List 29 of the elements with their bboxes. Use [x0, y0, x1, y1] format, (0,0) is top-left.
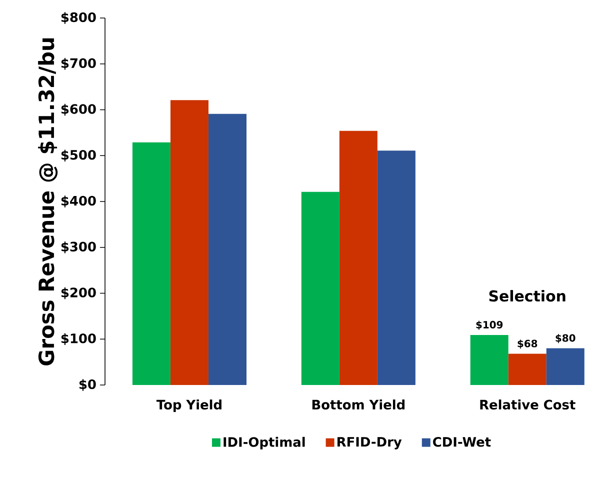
x-tick-label: Relative Cost [480, 400, 576, 410]
y-tick-label: $400 [61, 196, 96, 208]
x-tick-label: Bottom Yield [312, 400, 405, 410]
y-tick-label: $600 [61, 104, 96, 116]
y-tick-label: $200 [61, 287, 96, 300]
y-tick-label: $500 [61, 150, 96, 162]
legend-label: RFID-Dry [337, 437, 402, 450]
data-label: $109 [476, 320, 503, 330]
legend-label: IDI-Optimal [224, 436, 305, 450]
x-tick-label: Top Yield [156, 400, 222, 412]
data-label: $68 [518, 340, 538, 349]
bar [170, 100, 208, 385]
y-tick-label: $800 [61, 12, 96, 24]
annotation: Selection [489, 290, 566, 302]
bar [377, 150, 416, 385]
y-tick-label: $700 [61, 58, 96, 70]
data-label: $80 [556, 334, 576, 344]
bar [132, 142, 170, 385]
y-axis-title: Gross Revenue @ $11.32/bu [38, 38, 58, 366]
y-tick-label: $0 [79, 379, 96, 391]
bar [508, 354, 546, 385]
y-tick-label: $300 [61, 242, 96, 254]
bar [470, 334, 508, 385]
y-tick-label: $100 [61, 333, 96, 345]
legend-label: CDI-Wet [433, 437, 491, 447]
bar [339, 130, 378, 385]
bar [546, 348, 584, 385]
bar [301, 192, 340, 385]
bar [208, 114, 246, 385]
